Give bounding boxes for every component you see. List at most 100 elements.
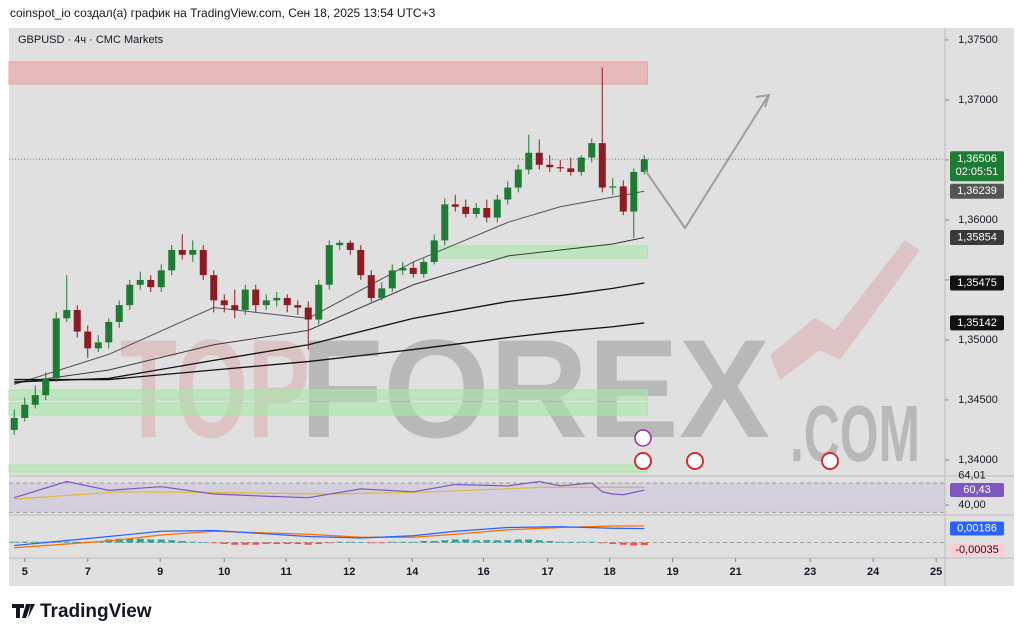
ma-value-label: 1,35142: [957, 317, 997, 329]
macd-histogram-bar: [210, 542, 218, 544]
y-tick-label: 1,34000: [958, 454, 998, 466]
macd-histogram-bar: [304, 542, 312, 545]
macd-histogram-bar: [157, 539, 165, 543]
macd-histogram-bar: [504, 540, 512, 543]
rsi-band: [9, 482, 945, 513]
macd-histogram-bar: [52, 541, 60, 543]
macd-histogram-bar: [178, 541, 186, 543]
watermark-text: TOP: [120, 310, 310, 467]
rsi-tick-label: 40,00: [958, 499, 986, 511]
macd-histogram-bar: [441, 540, 449, 543]
x-tick-label: 17: [542, 566, 554, 578]
macd-histogram-bar: [283, 542, 291, 544]
macd-histogram-bar: [640, 542, 648, 546]
macd-histogram-bar: [21, 541, 29, 543]
header: coinspot_io создал(а) график на TradingV…: [10, 6, 436, 20]
macd-histogram-bar: [567, 541, 575, 543]
macd-histogram-bar: [630, 542, 638, 546]
flag-icon[interactable]: [686, 452, 704, 470]
macd-value-label: 0,00186: [957, 522, 997, 534]
countdown-label: 02:05:51: [956, 166, 999, 178]
macd-histogram-bar: [115, 538, 123, 543]
candle-body: [546, 164, 554, 168]
candle-body: [409, 267, 417, 274]
x-tick-label: 11: [280, 566, 292, 578]
y-tick-label: 1,36000: [958, 214, 998, 226]
macd-histogram-bar: [262, 542, 270, 544]
candle-body: [42, 378, 50, 396]
candle-body: [525, 152, 533, 170]
candle-body: [514, 169, 522, 188]
candle-body: [336, 242, 344, 246]
macd-histogram-bar: [315, 542, 323, 544]
last-price-label: 1,36506: [957, 153, 997, 165]
flag-icon[interactable]: [821, 452, 839, 470]
macd-histogram-bar: [357, 542, 365, 543]
watermark-text: .COM: [790, 389, 920, 478]
candle-body: [640, 159, 648, 172]
macd-histogram-bar: [472, 540, 480, 543]
macd-histogram-bar: [336, 541, 344, 543]
ma-value-label-box: [950, 315, 1004, 331]
macd-histogram-bar: [577, 541, 585, 543]
macd-histogram-bar: [10, 541, 18, 543]
moving-average: [14, 282, 645, 383]
candle-body: [147, 279, 155, 288]
x-tick-label: 23: [804, 566, 816, 578]
ma-value-label: 1,35854: [957, 231, 997, 243]
candle-body: [252, 289, 260, 306]
candle-body: [567, 168, 575, 172]
candle-body: [84, 331, 92, 349]
zone: [8, 61, 648, 85]
candle-body: [241, 289, 249, 310]
macd-histogram-bar: [231, 542, 239, 545]
watermark-check: [770, 240, 920, 380]
candle-body: [304, 307, 312, 320]
macd-histogram-bar: [619, 542, 627, 545]
candle-body: [262, 300, 270, 306]
macd-histogram-bar: [598, 542, 606, 544]
candle-body: [283, 297, 291, 306]
candle-body: [31, 395, 39, 405]
candle-body: [483, 207, 491, 218]
ma-value-label-box: [950, 275, 1004, 291]
candle-body: [21, 404, 29, 418]
moving-average: [14, 236, 645, 384]
candle-body: [178, 249, 186, 255]
candle-body: [535, 152, 543, 165]
candle-body: [325, 245, 333, 285]
candle-body: [52, 318, 60, 379]
macd-histogram-bar: [220, 542, 228, 544]
macd-histogram-bar: [241, 542, 249, 545]
y-tick-label: 1,35000: [958, 334, 998, 346]
candle-body: [430, 240, 438, 262]
event-icon[interactable]: [634, 429, 652, 447]
symbol-title: GBPUSD · 4ч · CMC Markets: [18, 34, 164, 46]
macd-histogram-bar: [420, 541, 428, 543]
rsi-value-label-box: [950, 483, 1004, 498]
macd-histogram-bar: [546, 541, 554, 543]
macd-histogram-bar: [325, 542, 333, 544]
candle-body: [94, 342, 102, 349]
last-price-box: [950, 151, 1004, 182]
candle-body: [105, 321, 113, 343]
ma-value-label: 1,35475: [957, 277, 997, 289]
macd-histogram-bar: [588, 541, 596, 543]
y-tick-label: 1,37500: [958, 34, 998, 46]
histogram-value-label: -0,00035: [955, 544, 998, 556]
candle-body: [199, 249, 207, 276]
macd-histogram-bar: [514, 539, 522, 543]
macd-histogram-bar: [136, 538, 144, 543]
candle-body: [210, 275, 218, 301]
x-tick-label: 21: [729, 566, 741, 578]
macd-histogram-bar: [63, 541, 71, 543]
candle-body: [609, 186, 617, 188]
macd-histogram-bar: [273, 542, 281, 544]
macd-histogram-bar: [31, 541, 39, 543]
footer-logo: TradingView: [40, 601, 152, 622]
flag-icon[interactable]: [634, 452, 652, 470]
candle-body: [472, 207, 480, 214]
